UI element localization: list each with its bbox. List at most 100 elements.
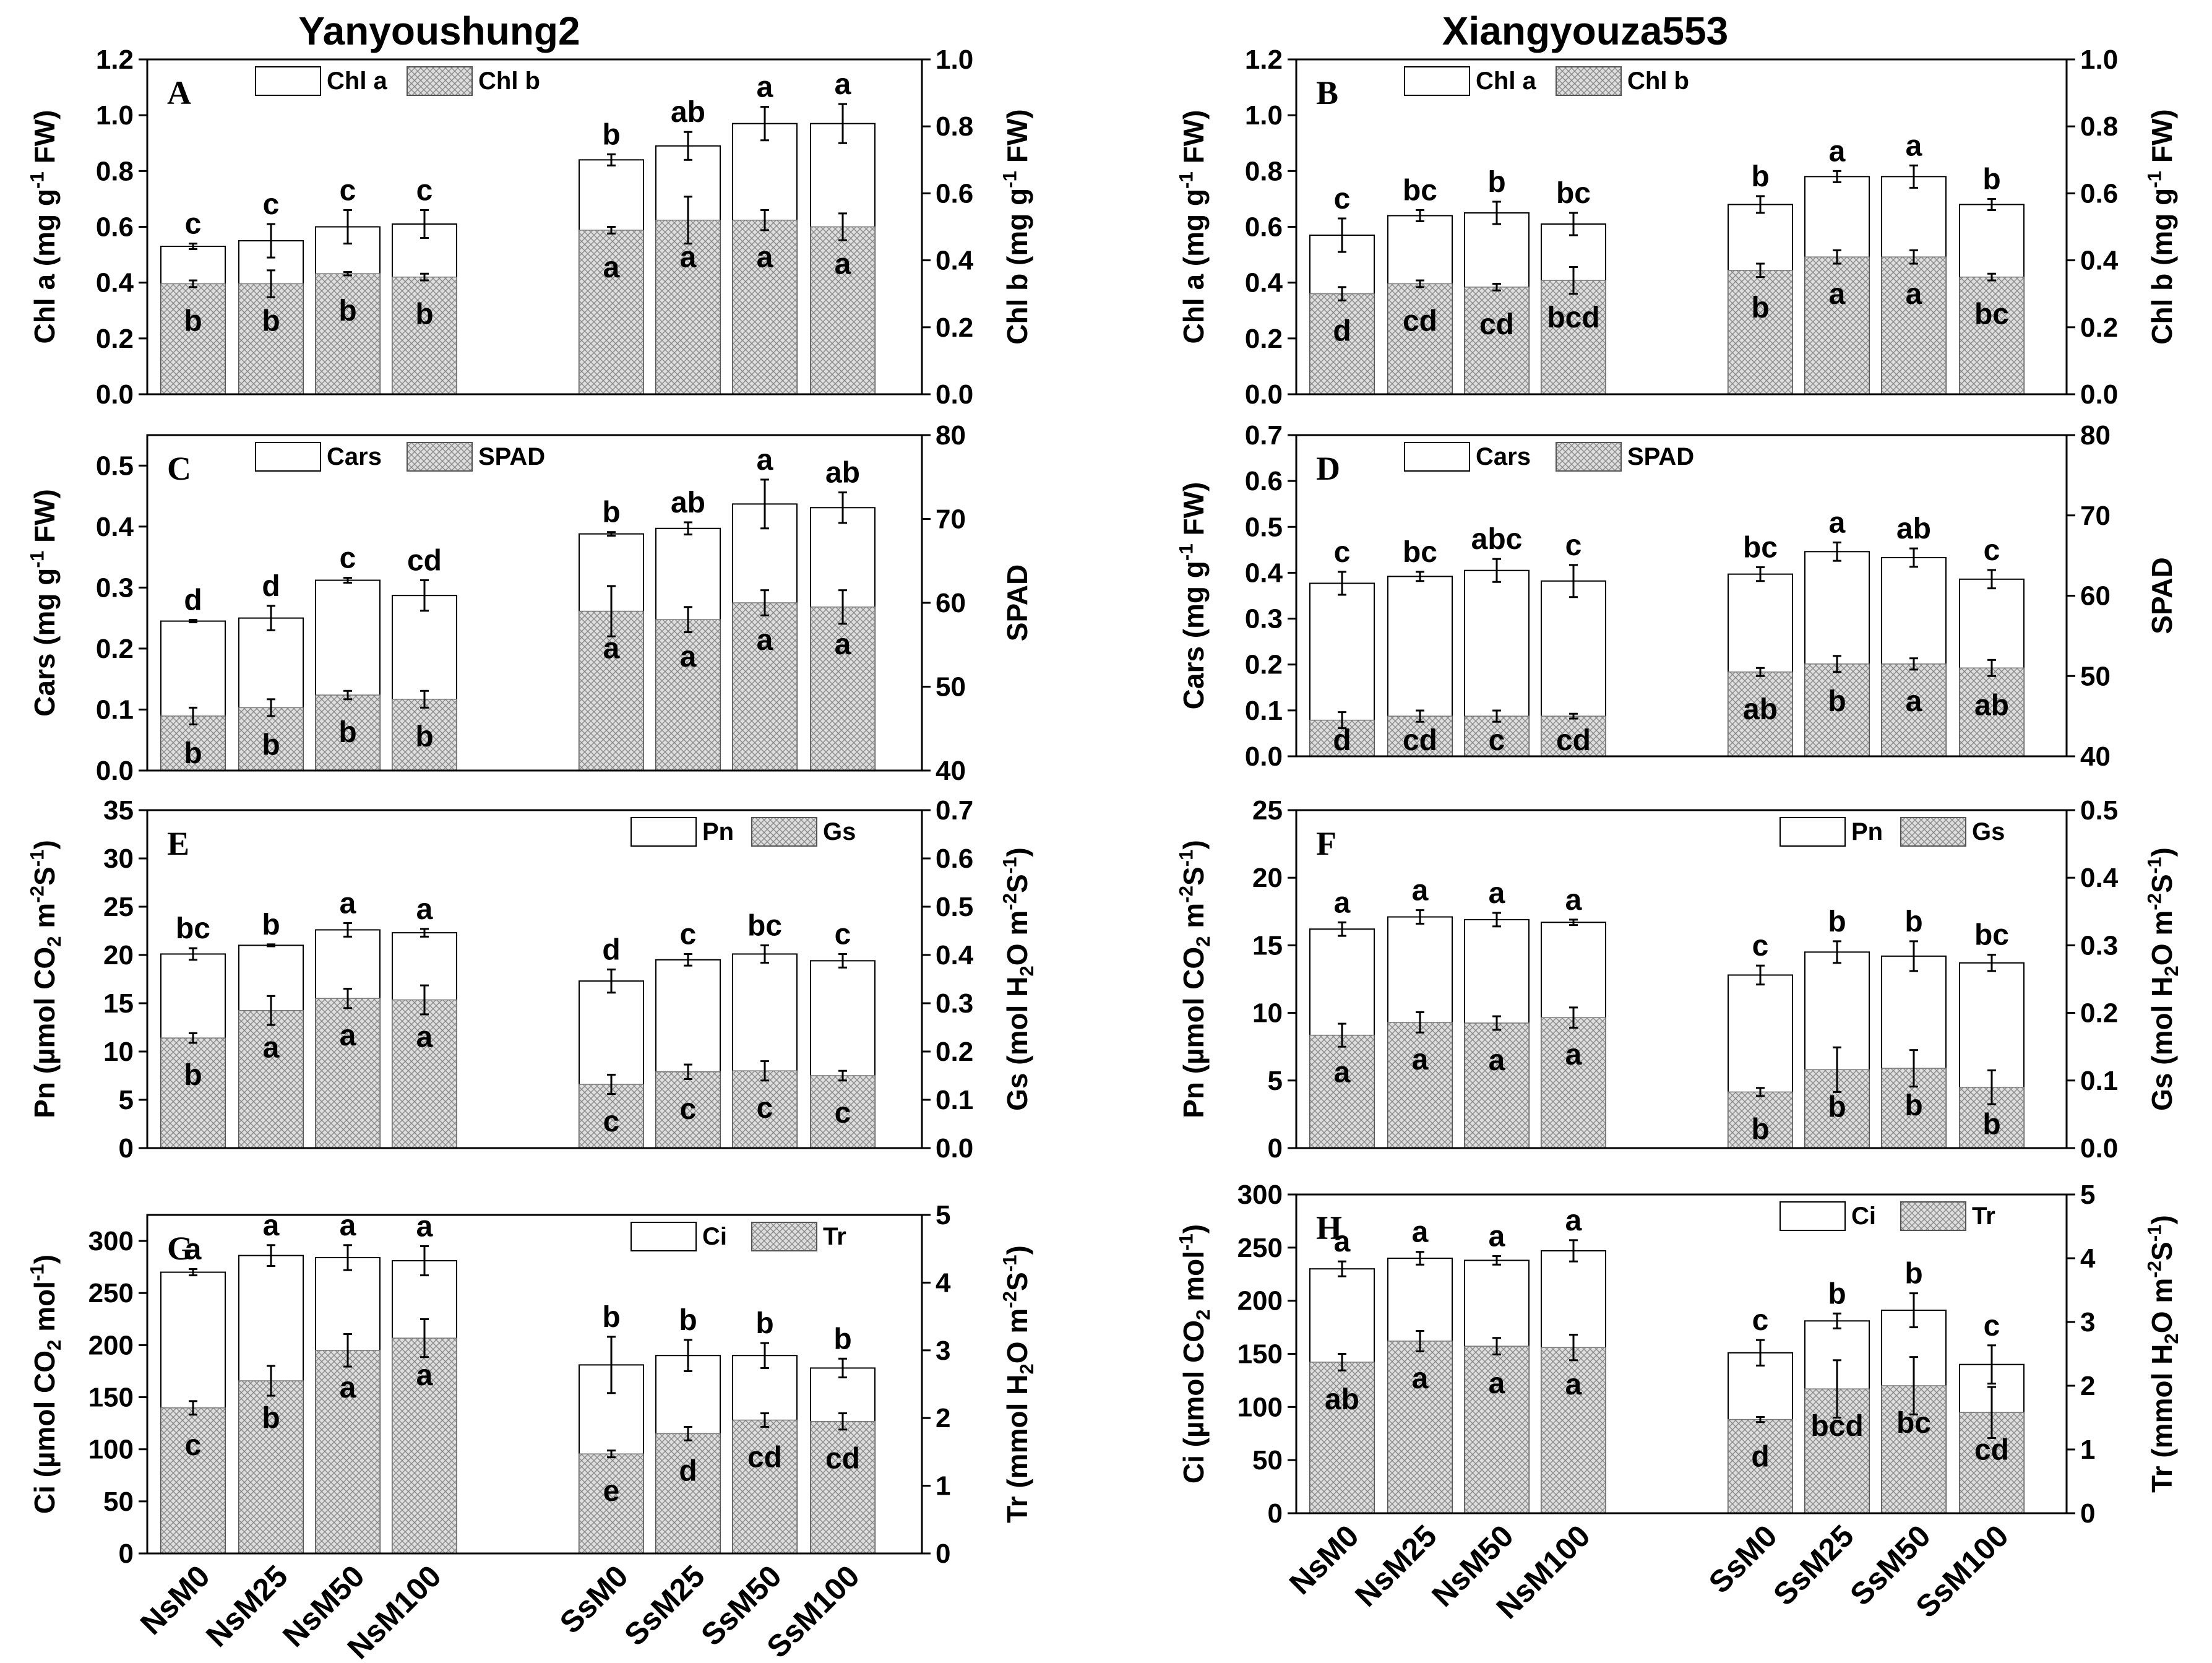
significance-letter: b bbox=[262, 1402, 280, 1435]
left-tick-label: 5 bbox=[1268, 1066, 1283, 1096]
significance-letter: c bbox=[1334, 183, 1351, 215]
right-tick-label: 0.4 bbox=[2080, 863, 2119, 893]
legend-label: Pn bbox=[1851, 818, 1883, 845]
significance-letter: a bbox=[1906, 129, 1922, 162]
right-tick-label: 0.3 bbox=[2080, 930, 2118, 961]
significance-letter: ab bbox=[1743, 693, 1778, 726]
legend-swatch-chl-a bbox=[1404, 66, 1470, 96]
y2-axis-title: Tr (mmol H2O m-2S-1) bbox=[999, 1245, 1038, 1523]
significance-letter: bc bbox=[176, 912, 210, 945]
y2-axis-title: Chl b (mg g-1 FW) bbox=[2144, 109, 2178, 344]
significance-letter: a bbox=[680, 641, 697, 673]
right-tick-label: 1 bbox=[2080, 1435, 2095, 1465]
right-tick-label: 50 bbox=[2080, 661, 2111, 691]
significance-letter: b bbox=[755, 1307, 773, 1340]
right-tick-label: 0.0 bbox=[2080, 379, 2118, 410]
bar-gs bbox=[1464, 1022, 1530, 1149]
significance-letter: ab bbox=[671, 96, 705, 129]
bar-spad bbox=[732, 602, 798, 771]
significance-letter: a bbox=[680, 241, 697, 274]
bar-gs bbox=[1541, 1017, 1606, 1149]
bar-spad bbox=[1881, 663, 1947, 757]
bar-gs bbox=[160, 1037, 226, 1149]
panel-letter: F bbox=[1316, 825, 1336, 862]
bar-gs bbox=[732, 1070, 798, 1149]
significance-letter: a bbox=[263, 1032, 280, 1065]
significance-letter: b bbox=[1828, 685, 1846, 718]
significance-letter: a bbox=[340, 888, 356, 920]
significance-letter: c bbox=[416, 174, 433, 207]
bar-gs bbox=[1728, 1091, 1793, 1149]
bar-spad bbox=[579, 610, 644, 771]
panel-a: c b c b c b c b b a ab a a a a a 0.0 0.2 0.4 0.6 0.8 1.0 1.2 0.… bbox=[27, 45, 1033, 410]
legend-label: Chl a bbox=[1476, 67, 1537, 95]
panel-letter: G bbox=[167, 1230, 193, 1267]
left-tick-label: 0 bbox=[119, 1539, 134, 1569]
significance-letter: cd bbox=[1403, 305, 1437, 337]
significance-letter: a bbox=[1489, 1220, 1505, 1253]
left-tick-label: 10 bbox=[1252, 998, 1283, 1029]
left-tick-label: 1.2 bbox=[96, 45, 134, 75]
right-tick-label: 80 bbox=[936, 420, 966, 451]
plot-frame bbox=[146, 809, 923, 1149]
y2-axis-title: Tr (mmol H2O m-2S-1) bbox=[2144, 1215, 2183, 1493]
right-tick-label: 0.1 bbox=[2080, 1066, 2118, 1096]
significance-letter: b bbox=[1751, 160, 1769, 193]
significance-letter: bc bbox=[1403, 174, 1437, 207]
significance-letter: abc bbox=[1471, 523, 1523, 556]
significance-letter: a bbox=[1334, 1056, 1351, 1089]
significance-letter: a bbox=[1565, 884, 1582, 917]
left-tick-label: 200 bbox=[88, 1330, 134, 1360]
y2-axis-title: Gs (mol H2O m-2S-1) bbox=[999, 847, 1038, 1111]
legend-label: Chl b bbox=[1627, 67, 1689, 95]
right-tick-label: 0.0 bbox=[936, 1133, 973, 1164]
left-tick-label: 300 bbox=[1237, 1180, 1283, 1210]
significance-letter: bc bbox=[1974, 298, 2009, 331]
left-tick-label: 150 bbox=[88, 1383, 134, 1413]
significance-letter: b bbox=[338, 716, 356, 749]
right-tick-label: 0.1 bbox=[936, 1085, 973, 1115]
significance-letter: b bbox=[415, 298, 433, 331]
bar-tr bbox=[655, 1433, 721, 1554]
significance-letter: c bbox=[1489, 724, 1505, 757]
right-tick-label: 70 bbox=[2080, 501, 2111, 531]
significance-letter: b bbox=[833, 1323, 851, 1355]
legend-swatch-pn bbox=[1779, 817, 1846, 847]
significance-letter: a bbox=[340, 1019, 356, 1052]
significance-letter: b bbox=[184, 1059, 202, 1092]
significance-letter: cd bbox=[1479, 308, 1514, 341]
legend-label: SPAD bbox=[1627, 443, 1694, 470]
bar-gs bbox=[1309, 1034, 1375, 1149]
right-tick-label: 0.4 bbox=[936, 246, 974, 276]
left-tick-label: 0.0 bbox=[1245, 379, 1283, 410]
y2-axis-title: SPAD bbox=[1001, 564, 1033, 641]
right-tick-label: 0.4 bbox=[2080, 246, 2119, 276]
significance-letter: a bbox=[340, 1371, 356, 1404]
left-tick-label: 10 bbox=[103, 1037, 134, 1067]
significance-letter: d bbox=[1333, 724, 1351, 757]
bar-spad bbox=[315, 694, 381, 771]
significance-letter: d bbox=[1333, 315, 1351, 348]
left-tick-label: 35 bbox=[103, 795, 134, 826]
plot-frame bbox=[146, 1214, 923, 1555]
y-axis-title: Cars (mg g-1 FW) bbox=[1176, 482, 1210, 710]
bar-chl-b bbox=[238, 283, 304, 395]
significance-letter: b bbox=[1982, 1108, 2000, 1141]
right-tick-label: 5 bbox=[2080, 1180, 2095, 1210]
significance-letter: ab bbox=[671, 486, 705, 519]
bar-spad bbox=[1541, 715, 1606, 757]
bar-tr bbox=[1541, 1347, 1606, 1514]
left-tick-label: 0.8 bbox=[1245, 156, 1283, 186]
legend-swatch-cars bbox=[1404, 442, 1470, 472]
y-axis-title: Chl a (mg g-1 FW) bbox=[1176, 110, 1210, 344]
bar-chl-b bbox=[160, 283, 226, 395]
left-tick-label: 200 bbox=[1237, 1286, 1283, 1316]
significance-letter: c bbox=[1334, 536, 1351, 569]
significance-letter: b bbox=[1904, 1258, 1922, 1290]
legend-swatch-pn bbox=[630, 817, 697, 847]
significance-letter: cd bbox=[407, 545, 442, 577]
significance-letter: cd bbox=[1974, 1433, 2009, 1466]
significance-letter: a bbox=[416, 893, 433, 926]
significance-letter: a bbox=[1412, 875, 1429, 907]
